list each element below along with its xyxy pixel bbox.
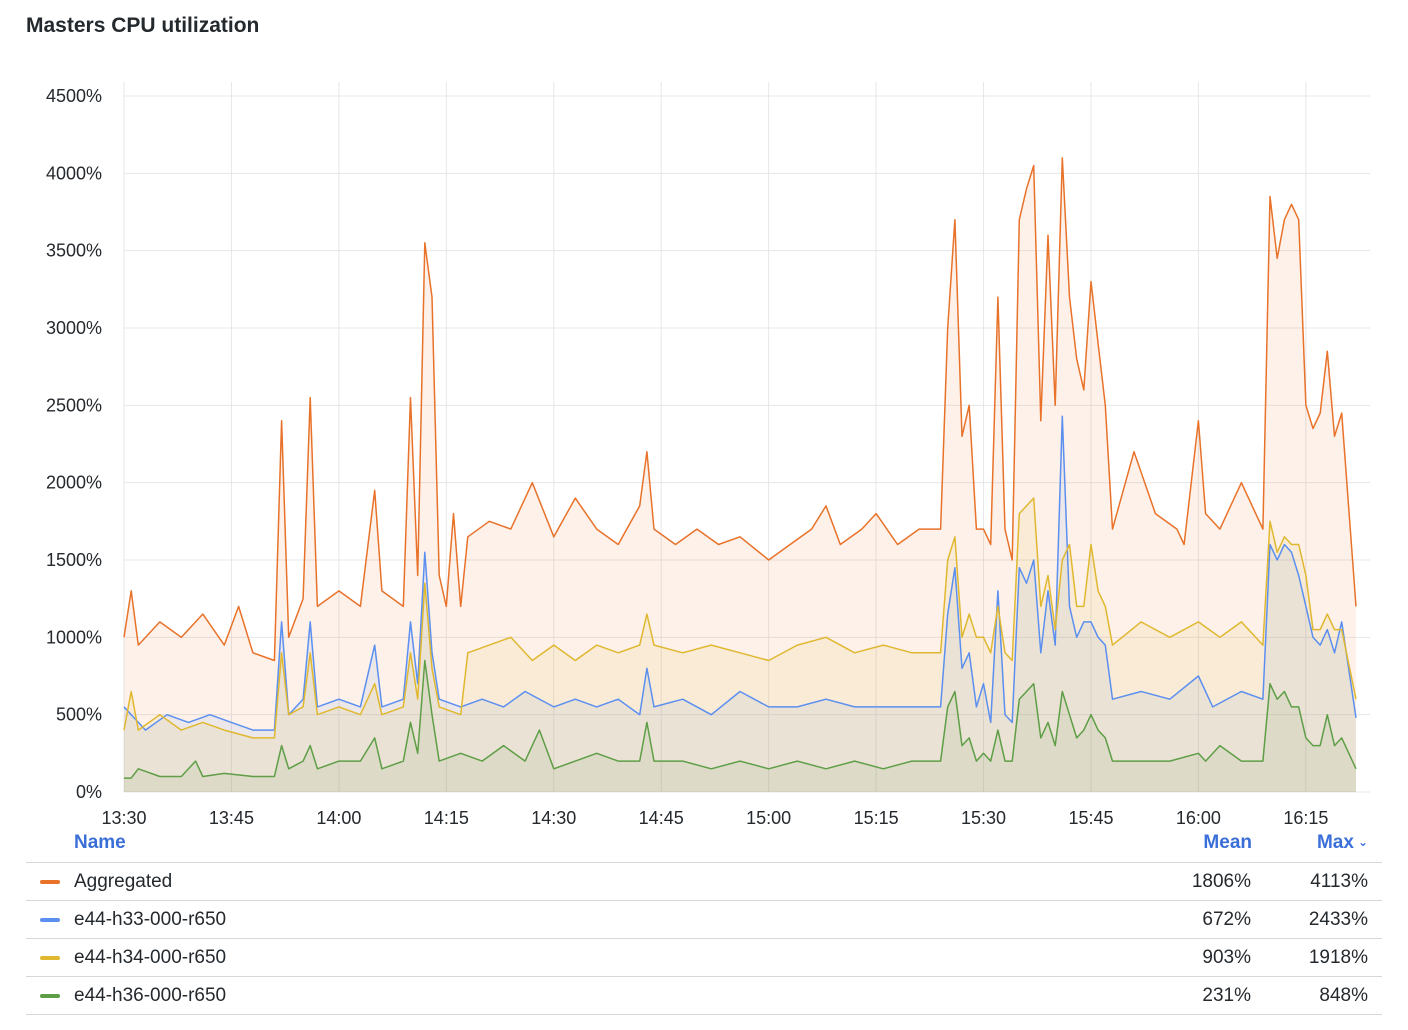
y-tick-label: 0%: [76, 782, 102, 802]
y-tick-label: 3000%: [46, 318, 102, 338]
y-tick-label: 4000%: [46, 163, 102, 183]
legend-row-h36[interactable]: e44-h36-000-r650 231% 848%: [26, 976, 1382, 1015]
y-tick-label: 4500%: [46, 86, 102, 106]
legend-series-mean: 231%: [1202, 985, 1251, 1006]
cpu-utilization-chart: 0% 500% 1000% 1500% 2000% 2500% 3000% 3500% 4000…: [46, 82, 1370, 828]
legend-series-max: 2433%: [1308, 909, 1368, 930]
x-tick-label: 16:00: [1176, 808, 1221, 828]
legend-series-name: Aggregated: [74, 871, 173, 892]
x-tick-label: 13:30: [101, 808, 146, 828]
x-tick-label: 15:45: [1068, 808, 1113, 828]
y-axis: 0% 500% 1000% 1500% 2000% 2500% 3000% 3500% 4000…: [46, 86, 102, 802]
chevron-down-icon: ⌄: [1357, 835, 1368, 849]
y-tick-label: 1500%: [46, 550, 102, 570]
legend-header-mean[interactable]: Mean: [1203, 832, 1252, 853]
x-tick-label: 14:45: [639, 808, 684, 828]
legend-series-name: e44-h36-000-r650: [74, 985, 227, 1006]
x-tick-label: 13:45: [209, 808, 254, 828]
x-tick-label: 14:30: [531, 808, 576, 828]
x-tick-label: 15:15: [854, 808, 899, 828]
chart-grid: [123, 82, 1370, 793]
legend-series-max: 1918%: [1308, 947, 1368, 968]
y-tick-label: 3500%: [46, 241, 102, 261]
x-tick-label: 15:30: [961, 808, 1006, 828]
x-axis: 13:30 13:45 14:00 14:15 14:30 14:45 15:00 15:15…: [101, 808, 1328, 828]
x-tick-label: 14:15: [424, 808, 469, 828]
legend-table: Name Mean Max ⌄ Aggregated 1806% 4113% e4…: [26, 828, 1382, 1015]
series-area: [124, 660, 1356, 792]
legend-row-aggregated[interactable]: Aggregated 1806% 4113%: [26, 862, 1382, 900]
series-line: [123, 415, 1357, 731]
series-color-swatch: [40, 918, 60, 922]
x-tick-label: 16:15: [1283, 808, 1328, 828]
legend-header-max[interactable]: Max ⌄: [1317, 832, 1368, 854]
legend-series-mean: 672%: [1202, 909, 1251, 930]
legend-series-name: e44-h34-000-r650: [74, 947, 227, 968]
legend-header: Name Mean Max ⌄: [26, 828, 1382, 862]
legend-series-mean: 903%: [1202, 947, 1251, 968]
y-tick-label: 2000%: [46, 473, 102, 493]
legend-series-max: 848%: [1319, 985, 1368, 1006]
series-line: [124, 659, 1357, 779]
legend-header-name[interactable]: Name: [74, 832, 126, 853]
x-tick-label: 15:00: [746, 808, 791, 828]
legend-row-h33[interactable]: e44-h33-000-r650 672% 2433%: [26, 900, 1382, 938]
legend-header-max-label: Max: [1316, 832, 1354, 853]
y-tick-label: 500%: [56, 705, 102, 725]
legend-series-max: 4113%: [1310, 871, 1368, 892]
series-area: [124, 416, 1356, 792]
x-tick-label: 14:00: [316, 808, 361, 828]
y-tick-label: 1000%: [46, 627, 102, 647]
legend-series-mean: 1806%: [1191, 871, 1251, 892]
legend-series-name: e44-h33-000-r650: [74, 909, 227, 930]
series-color-swatch: [40, 880, 60, 884]
legend-row-h34[interactable]: e44-h34-000-r650 903% 1918%: [26, 938, 1382, 976]
series-color-swatch: [40, 994, 60, 998]
series-color-swatch: [40, 956, 60, 960]
panel-title: Masters CPU utilization: [26, 14, 260, 37]
y-tick-label: 2500%: [46, 395, 102, 415]
series-lines: [123, 157, 1357, 779]
series-areas: [124, 157, 1356, 792]
series-line: [123, 157, 1357, 662]
series-line: [123, 497, 1357, 739]
